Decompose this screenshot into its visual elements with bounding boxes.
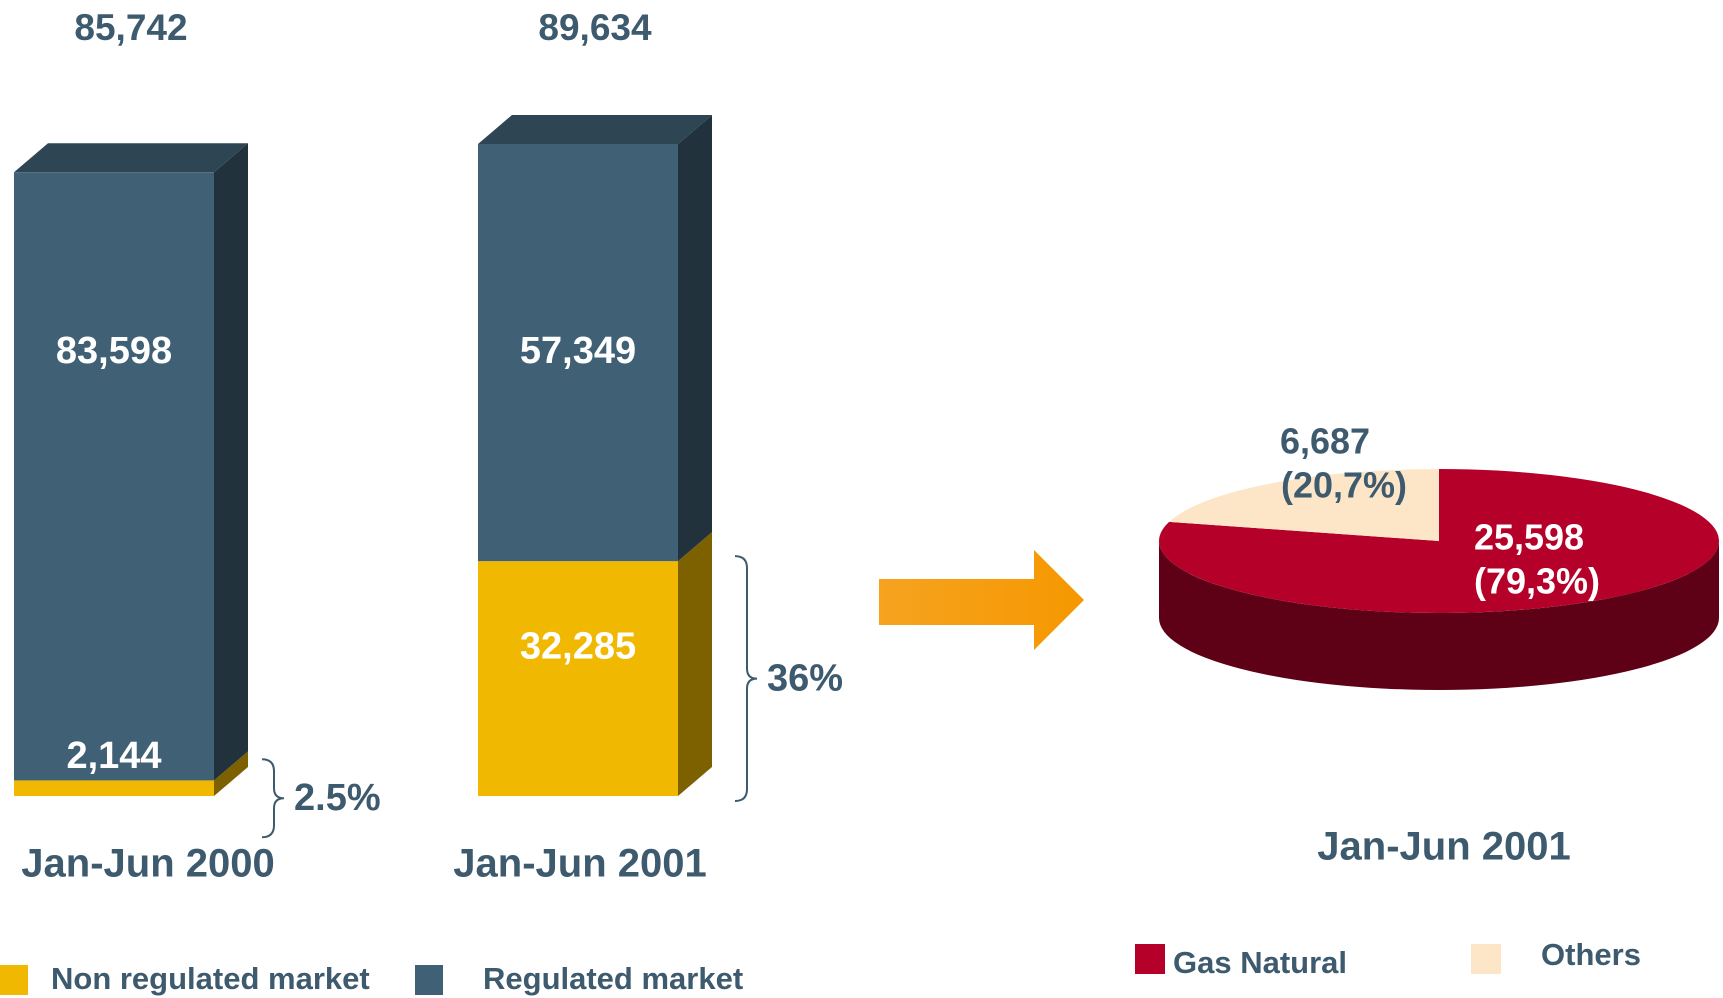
- brace: [261, 758, 285, 839]
- bar-segment: [14, 780, 214, 796]
- total-label: 85,742: [74, 7, 187, 48]
- x-tick-label: Jan-Jun 2001: [453, 842, 706, 886]
- value-label: 32,285: [520, 626, 636, 668]
- pie-slice: [1159, 469, 1720, 613]
- value-label: 6,687: [1280, 421, 1370, 462]
- arrow: [879, 550, 1084, 650]
- percent-label: (79,3%): [1474, 561, 1600, 602]
- total-label: 89,634: [538, 7, 652, 48]
- legend-swatch: [415, 965, 443, 995]
- bar-top: [478, 115, 712, 144]
- bar-top: [14, 143, 248, 173]
- legend-label: Non regulated market: [51, 961, 370, 996]
- legend-label: Gas Natural: [1173, 945, 1347, 980]
- legend-label: Others: [1541, 937, 1641, 972]
- brace: [734, 555, 758, 802]
- legend-label: Regulated market: [483, 961, 743, 996]
- share-label: 36%: [767, 658, 843, 700]
- value-label: 2,144: [66, 735, 161, 777]
- value-label: 25,598: [1474, 517, 1584, 558]
- pie-label: Jan-Jun 2001: [1317, 825, 1570, 869]
- bar-side: [214, 143, 248, 781]
- value-label: 57,349: [520, 330, 636, 372]
- legend-swatch: [1471, 944, 1501, 974]
- bar-segment: [478, 144, 678, 562]
- bar-side: [214, 751, 248, 796]
- bar-segment: [14, 172, 214, 781]
- legend-swatch: [0, 965, 28, 995]
- value-label: 83,598: [56, 330, 172, 372]
- bar-side: [678, 532, 712, 796]
- percent-label: (20,7%): [1281, 465, 1407, 506]
- share-label: 2.5%: [294, 777, 381, 819]
- bar-side: [678, 115, 712, 562]
- bar-segment: [478, 561, 678, 796]
- pie-slice: [1169, 469, 1439, 541]
- x-tick-label: Jan-Jun 2000: [21, 842, 274, 886]
- legend-swatch: [1135, 944, 1165, 974]
- pie-side: [1159, 541, 1719, 690]
